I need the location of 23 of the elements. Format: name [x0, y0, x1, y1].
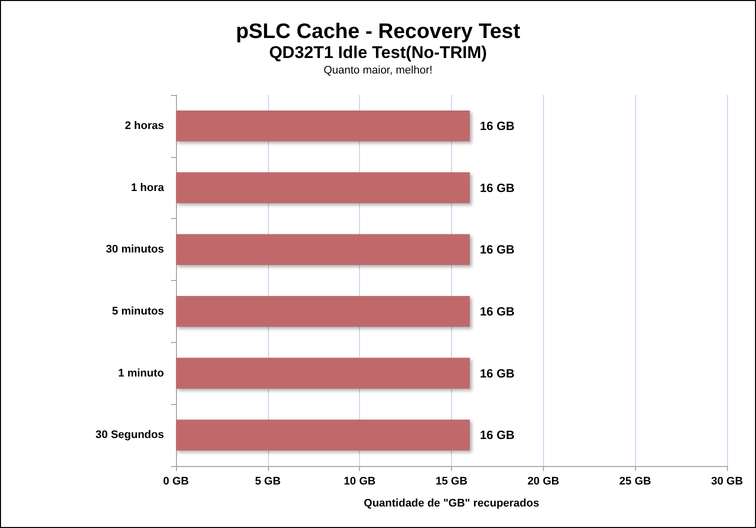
x-tick-label: 5 GB: [254, 476, 281, 488]
y-tick-label: 1 hora: [130, 182, 165, 194]
x-axis-title: Quantidade de "GB" recuperados: [364, 498, 540, 510]
data-label: 16 GB: [480, 366, 515, 380]
y-tick-label: 30 Segundos: [96, 429, 164, 442]
x-tick-label: 20 GB: [527, 476, 560, 488]
data-label: 16 GB: [480, 304, 515, 318]
text: Quanto maior, melhor!: [324, 64, 432, 76]
x-tick-label: 0 GB: [163, 476, 189, 488]
data-label: 16 GB: [480, 428, 515, 442]
data-label: 16 GB: [480, 242, 515, 257]
x-tick-label: 25 GB: [619, 476, 652, 488]
x-tick-label: 10 GB: [344, 476, 376, 488]
y-tick-label: 1 minuto: [118, 367, 164, 380]
x-tick-label: 30 GB: [711, 476, 743, 488]
x-tick-label: 15 GB: [436, 476, 468, 488]
y-tick-label: 30 minutos: [106, 244, 164, 256]
data-label: 16 GB: [480, 118, 515, 133]
chart-subtitle: QD32T1 Idle Test(No-TRIM): [269, 43, 487, 62]
chart-title: pSLC Cache - Recovery Test: [236, 20, 520, 43]
y-tick-label: 5 minutos: [112, 305, 164, 318]
y-tick-label: 2 horas: [124, 120, 164, 132]
data-label: 16 GB: [480, 180, 515, 195]
